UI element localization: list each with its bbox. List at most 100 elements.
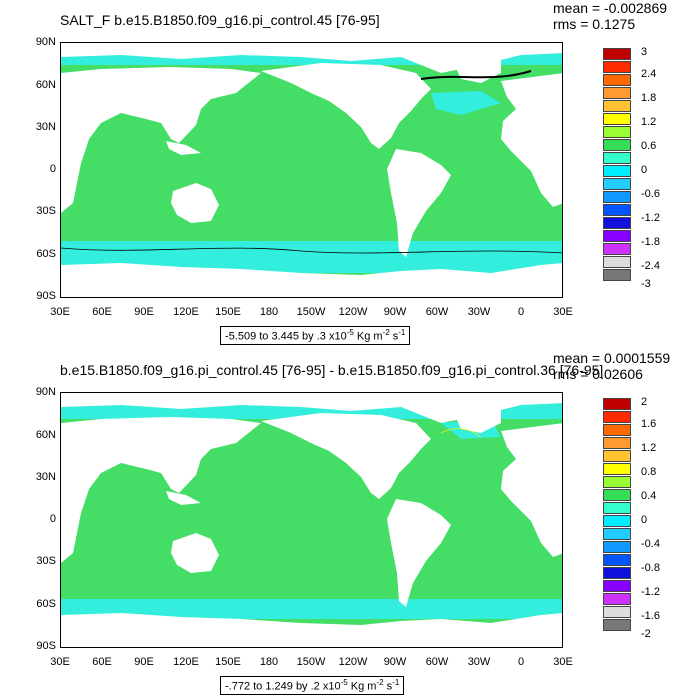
legend-swatch <box>603 100 631 112</box>
lat-tick-label: 30N <box>35 471 56 483</box>
arctic-land <box>61 393 562 423</box>
eurasia-africa-land <box>61 417 261 563</box>
legend-label: 0.6 <box>641 140 657 152</box>
legend-swatch <box>603 191 631 203</box>
southern-ocean-band <box>61 599 562 619</box>
africa-land <box>61 451 91 553</box>
mean-value: mean = -0.002869 <box>553 0 668 16</box>
arctic-contour-line <box>420 70 532 80</box>
salt-flux-map-panel: SALT_F b.e15.B1850.f09_g16.pi_control.45… <box>35 0 668 345</box>
legend-swatch <box>603 178 631 190</box>
map-title: SALT_F b.e15.B1850.f09_g16.pi_control.45… <box>60 12 380 28</box>
legend-swatch <box>603 217 631 229</box>
legend-label: 1.8 <box>641 92 657 104</box>
legend-label: -1.2 <box>641 212 660 224</box>
lat-tick-label: 90S <box>36 290 56 302</box>
lat-tick-label: 30N <box>35 121 56 133</box>
lon-tick-label: 120E <box>173 306 199 318</box>
rms-value: rms = 0.1275 <box>553 16 636 32</box>
map-title: b.e15.B1850.f09_g16.pi_control.45 [76-95… <box>60 362 604 378</box>
legend-label: -3 <box>641 278 651 290</box>
legend-swatch <box>603 126 631 138</box>
lon-tick-label: 30E <box>553 656 573 668</box>
legend-swatch <box>603 398 631 410</box>
legend-label: -1.6 <box>641 610 660 622</box>
legend-label: -2.4 <box>641 260 660 272</box>
range-units-tail: s <box>392 330 399 343</box>
legend-swatch <box>603 411 631 423</box>
lat-tick-label: 90S <box>36 640 56 652</box>
legend-swatch <box>603 139 631 151</box>
range-units: Kg m <box>350 680 377 693</box>
lon-tick-label: 120W <box>338 306 368 318</box>
legend-swatch <box>603 269 631 281</box>
legend-label: 0 <box>641 514 648 526</box>
lon-tick-label: 60W <box>425 306 449 318</box>
legend-swatch <box>603 74 631 86</box>
legend-swatch <box>603 204 631 216</box>
north-atlantic-band <box>431 91 501 115</box>
lon-tick-label: 120W <box>338 656 368 668</box>
lon-tick-label: 30W <box>467 306 491 318</box>
lon-tick-label: 120E <box>173 656 199 668</box>
lat-tick-label: 90N <box>35 36 56 48</box>
legend-swatch <box>603 437 631 449</box>
lon-tick-label: 30W <box>467 656 491 668</box>
lon-tick-label: 150E <box>215 656 241 668</box>
world-map <box>61 43 562 297</box>
lon-tick-label: 90W <box>383 306 407 318</box>
arctic-land <box>61 43 562 73</box>
antarctica <box>61 613 562 647</box>
lon-tick-label: 60W <box>425 656 449 668</box>
lat-tick-label: 30S <box>36 555 56 567</box>
lon-tick-label: 150W <box>296 306 326 318</box>
lon-tick-label: 90W <box>383 656 407 668</box>
legend-swatch <box>603 230 631 242</box>
legend-swatch <box>603 424 631 436</box>
legend-swatch <box>603 606 631 618</box>
southeast-asia-land <box>166 141 201 155</box>
greenland-land <box>451 407 501 433</box>
legend-label: 2 <box>641 396 648 408</box>
lon-tick-label: 0 <box>517 306 525 318</box>
lon-tick-label: 150W <box>296 656 326 668</box>
legend-label: 0.8 <box>641 466 657 478</box>
legend-label: -2 <box>641 628 651 640</box>
lon-tick-label: 90E <box>134 306 154 318</box>
lat-tick-label: 60N <box>35 429 56 441</box>
legend-swatch <box>603 515 631 527</box>
lat-tick-label: 30S <box>36 205 56 217</box>
anomaly-contour-line <box>440 428 482 438</box>
legend-swatch <box>603 165 631 177</box>
legend-swatch <box>603 593 631 605</box>
legend-swatch <box>603 450 631 462</box>
map-area <box>60 392 563 648</box>
legend-swatch <box>603 580 631 592</box>
north-america-land <box>261 413 431 499</box>
lon-tick-label: 0 <box>517 656 525 668</box>
lon-tick-label: 60E <box>92 306 112 318</box>
australia-land <box>171 533 219 573</box>
lon-tick-label: 30E <box>50 656 70 668</box>
lon-tick-label: 180 <box>259 306 279 318</box>
legend-swatch <box>603 528 631 540</box>
mean-value: mean = 0.0001559 <box>553 350 671 366</box>
legend-swatch <box>603 502 631 514</box>
difference-map-panel: b.e15.B1850.f09_g16.pi_control.45 [76-95… <box>0 350 700 700</box>
legend-swatch <box>603 152 631 164</box>
southeast-asia-land <box>166 491 201 505</box>
range-units-tail: s <box>386 680 393 693</box>
rms-value: rms = 0.02606 <box>553 366 643 382</box>
lat-tick-label: 60N <box>35 79 56 91</box>
australia-land <box>171 183 219 223</box>
legend-label: -0.8 <box>641 562 660 574</box>
lat-tick-label: 60S <box>36 248 56 260</box>
legend-swatch <box>603 541 631 553</box>
legend-swatch <box>603 113 631 125</box>
europe-africa-right-land <box>501 73 562 207</box>
world-map <box>61 393 562 647</box>
lon-tick-label: 30E <box>553 306 573 318</box>
south-america-land <box>387 499 451 607</box>
lat-tick-label: 0 <box>49 513 56 525</box>
lat-tick-label: 60S <box>36 598 56 610</box>
